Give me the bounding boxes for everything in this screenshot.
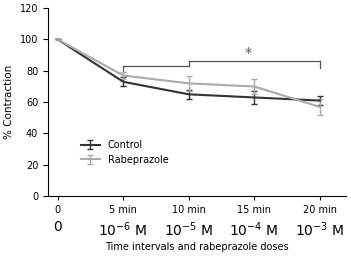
Y-axis label: % Contraction: % Contraction [4,65,14,139]
Text: *: * [244,46,251,60]
Legend: Control, Rabeprazole: Control, Rabeprazole [77,136,172,169]
X-axis label: Time intervals and rabeprazole doses: Time intervals and rabeprazole doses [105,242,289,252]
